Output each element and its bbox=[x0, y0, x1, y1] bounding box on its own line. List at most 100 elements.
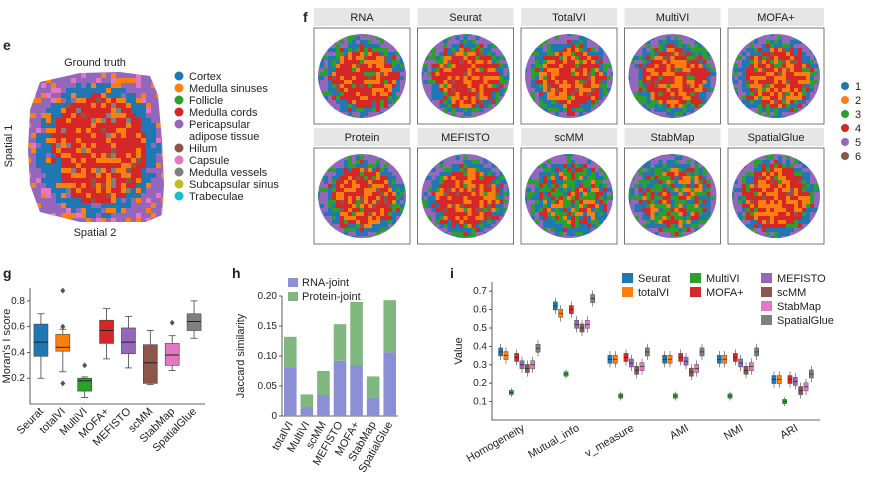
ground-truth-spot bbox=[146, 88, 151, 93]
h-bar-segment bbox=[333, 360, 347, 416]
legend-text: Subcapsular sinus bbox=[189, 179, 279, 191]
map-title: MOFA+ bbox=[757, 12, 795, 24]
ground-truth-spot bbox=[126, 183, 131, 188]
ground-truth-spot bbox=[28, 153, 31, 158]
ground-truth-spot bbox=[126, 98, 131, 103]
ground-truth-spot bbox=[46, 128, 51, 133]
ground-truth-spot bbox=[36, 98, 41, 103]
h-bar-segment bbox=[350, 365, 363, 416]
ground-truth-spot bbox=[91, 208, 96, 213]
ground-truth-spot bbox=[81, 113, 86, 118]
ground-truth-spot bbox=[46, 88, 51, 93]
ground-truth-spot bbox=[51, 218, 56, 222]
ground-truth-spot bbox=[31, 163, 36, 168]
ground-truth-spot bbox=[91, 188, 96, 193]
ground-truth-spot bbox=[76, 73, 81, 78]
ground-truth-spot bbox=[101, 158, 106, 163]
ground-truth-spot bbox=[116, 188, 121, 193]
ground-truth-spot bbox=[56, 133, 61, 138]
ground-truth-spot bbox=[146, 118, 151, 123]
ground-truth-spot bbox=[61, 163, 66, 168]
ground-truth-spot bbox=[131, 133, 136, 138]
ground-truth-spot bbox=[101, 173, 106, 178]
ground-truth-spot bbox=[61, 158, 66, 163]
panel-label-i: i bbox=[450, 265, 454, 281]
ground-truth-spot bbox=[91, 178, 96, 183]
ground-truth-spot bbox=[156, 138, 161, 143]
ground-truth-spot bbox=[46, 218, 51, 222]
ground-truth-spot bbox=[56, 153, 61, 158]
ground-truth-spot bbox=[41, 193, 46, 198]
ground-truth-spot bbox=[111, 183, 116, 188]
ground-truth-spot bbox=[106, 213, 111, 218]
ground-truth-spot bbox=[28, 193, 31, 198]
ground-truth-spot bbox=[31, 143, 36, 148]
ground-truth-spot bbox=[91, 198, 96, 203]
ground-truth-spot bbox=[31, 178, 36, 183]
ground-truth-spot bbox=[61, 183, 66, 188]
ground-truth-spot bbox=[28, 178, 31, 183]
legend-text: Follicle bbox=[189, 95, 223, 107]
ground-truth-spot bbox=[156, 223, 161, 228]
map-title: Protein bbox=[345, 132, 380, 144]
ground-truth-spot bbox=[86, 183, 91, 188]
ground-truth-spot bbox=[106, 73, 111, 78]
ground-truth-spot bbox=[66, 103, 71, 108]
legend-text: Capsule bbox=[189, 155, 229, 167]
ground-truth-spot bbox=[76, 168, 81, 173]
ground-truth-spot bbox=[66, 198, 71, 203]
ground-truth-spot bbox=[96, 213, 101, 218]
ground-truth-spot bbox=[106, 188, 111, 193]
ground-truth-spot bbox=[136, 73, 141, 78]
ground-truth-spot bbox=[136, 88, 141, 93]
ground-truth-spot bbox=[86, 178, 91, 183]
ground-truth-spot bbox=[86, 98, 91, 103]
ground-truth-spot bbox=[121, 78, 126, 83]
i-legend-swatch bbox=[622, 287, 633, 297]
ground-truth-spot bbox=[121, 178, 126, 183]
ground-truth-spot bbox=[66, 98, 71, 103]
ground-truth-spot bbox=[121, 208, 126, 213]
ground-truth-spot bbox=[116, 128, 121, 133]
ground-truth-spot bbox=[116, 158, 121, 163]
ground-truth-spot bbox=[36, 113, 41, 118]
ground-truth-spot bbox=[111, 98, 116, 103]
ground-truth-spot bbox=[28, 118, 31, 123]
ground-truth-spot bbox=[66, 113, 71, 118]
ground-truth-spot bbox=[161, 118, 164, 123]
ground-truth-spot bbox=[131, 198, 136, 203]
ground-truth-spot bbox=[146, 73, 151, 78]
i-legend-text: Seurat bbox=[638, 273, 670, 285]
cluster-map bbox=[421, 34, 510, 118]
ground-truth-spot bbox=[146, 143, 151, 148]
ground-truth-spot bbox=[116, 78, 121, 83]
ground-truth-spot bbox=[86, 198, 91, 203]
ground-truth-spot bbox=[161, 78, 164, 83]
ground-truth-spot bbox=[151, 138, 156, 143]
ground-truth-spot bbox=[106, 218, 111, 222]
i-legend-swatch bbox=[761, 301, 772, 311]
ground-truth-spot bbox=[146, 173, 151, 178]
ground-truth-spot bbox=[161, 188, 164, 193]
ground-truth-spot bbox=[31, 118, 36, 123]
ground-truth-spot bbox=[141, 118, 146, 123]
ground-truth-spot bbox=[121, 173, 126, 178]
i-xtick: Mutual_info bbox=[526, 422, 581, 461]
ground-truth-spot bbox=[141, 168, 146, 173]
ground-truth-spot bbox=[31, 208, 36, 213]
ground-truth-spot bbox=[31, 188, 36, 193]
ground-truth-spot bbox=[66, 88, 71, 93]
ground-truth-spot bbox=[91, 78, 96, 83]
ground-truth-spot bbox=[156, 203, 161, 208]
ground-truth-spot bbox=[111, 188, 116, 193]
ground-truth-spot bbox=[46, 108, 51, 113]
ground-truth-spot bbox=[41, 138, 46, 143]
ground-truth-spot bbox=[41, 128, 46, 133]
ground-truth-spot bbox=[71, 98, 76, 103]
ground-truth-spot bbox=[66, 118, 71, 123]
ground-truth-spot bbox=[131, 163, 136, 168]
i-legend-swatch bbox=[761, 315, 772, 325]
ground-truth-spot bbox=[156, 208, 161, 213]
i-legend-swatch bbox=[761, 273, 772, 283]
